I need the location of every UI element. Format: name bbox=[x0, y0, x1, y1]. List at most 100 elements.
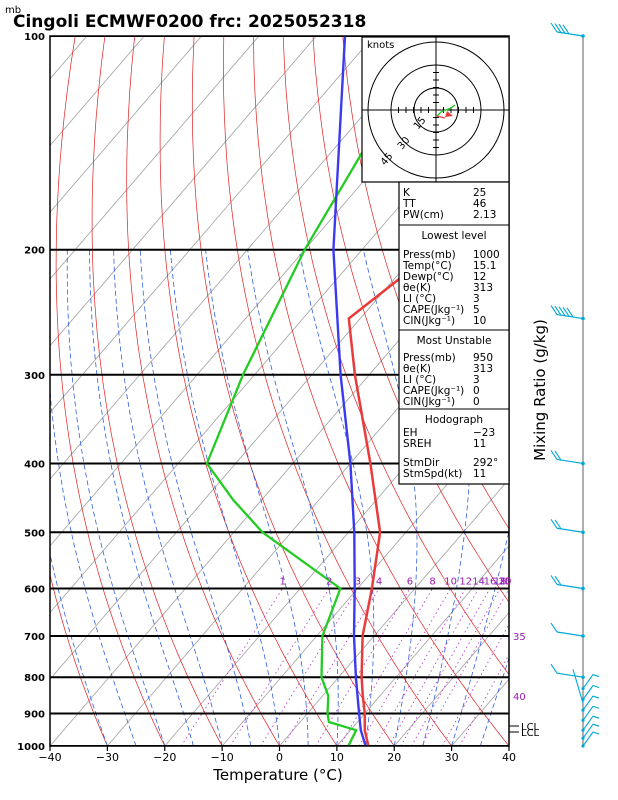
moist-adiabat-line bbox=[298, 249, 375, 746]
index-value: 313 bbox=[473, 363, 493, 375]
index-value: 0 bbox=[473, 396, 480, 408]
moist-adiabat-line bbox=[362, 249, 418, 746]
wind-barb-feather bbox=[554, 575, 562, 586]
moist-adiabat-line bbox=[89, 249, 194, 746]
wind-barb-feather bbox=[592, 695, 600, 699]
mixing-ratio-label: 10 bbox=[444, 576, 457, 587]
index-value: 25 bbox=[473, 187, 486, 199]
index-value: 313 bbox=[473, 282, 493, 294]
hodograph-units: knots bbox=[367, 40, 394, 51]
index-label: SREH bbox=[403, 438, 432, 450]
mixing-ratio-label: 3 bbox=[355, 576, 361, 587]
hodograph-ticks bbox=[398, 72, 474, 148]
index-value: 2.13 bbox=[473, 209, 496, 221]
wind-barb-feather bbox=[592, 723, 600, 727]
wind-barb-feather bbox=[550, 450, 558, 460]
dry-adiabat-line bbox=[50, 573, 108, 746]
index-label: K bbox=[403, 187, 411, 199]
mixing-ratio-label: 6 bbox=[407, 576, 413, 587]
wind-barb-feather bbox=[554, 23, 562, 33]
right-axis-label: Mixing Ratio (g/kg) bbox=[531, 319, 549, 461]
index-label: PW(cm) bbox=[403, 209, 444, 221]
index-label: EH bbox=[403, 427, 418, 439]
wind-barb-feather bbox=[550, 22, 558, 33]
index-value: 11 bbox=[473, 438, 486, 450]
chart-title: Cingoli ECMWF0200 frc: 2025052318 bbox=[13, 12, 366, 32]
index-table: K 25 TT 46 PW(cm) 2.13 Lowest level Press(mb) 10… bbox=[398, 181, 510, 485]
wind-barb bbox=[582, 685, 594, 700]
theta-e-label: 35 bbox=[513, 632, 526, 643]
wind-barb-feather bbox=[566, 307, 574, 318]
wind-barb-feather bbox=[592, 705, 600, 709]
index-label: Press(mb) bbox=[403, 249, 456, 261]
p-tick-label: 600 bbox=[24, 584, 45, 595]
index-value: 46 bbox=[473, 198, 487, 210]
isotherm-line bbox=[393, 611, 509, 746]
index-label: StmSpd(kt) bbox=[403, 468, 462, 480]
wind-barb bbox=[556, 527, 584, 533]
index-label: θe(K) bbox=[403, 363, 431, 375]
isotherm-line bbox=[50, 36, 432, 480]
index-label: LI (°C) bbox=[403, 374, 436, 386]
wind-barb-feather bbox=[554, 519, 562, 530]
mixing-ratio-label: 14 bbox=[472, 576, 485, 587]
wind-barb-feather bbox=[562, 307, 570, 317]
index-value: 10 bbox=[473, 315, 486, 327]
p-tick-label: 1000 bbox=[17, 742, 45, 753]
wind-barb-feather bbox=[550, 622, 558, 633]
dry-adiabat-line bbox=[159, 36, 338, 746]
mixing-ratio-label: 2 bbox=[326, 576, 332, 587]
moist-adiabat-line bbox=[66, 249, 166, 746]
wind-barb-feather bbox=[592, 715, 600, 719]
mixing-ratio-label: 16 bbox=[484, 576, 497, 587]
mixing-ratio-label: 30 bbox=[499, 576, 512, 587]
dry-adiabat-line bbox=[253, 36, 509, 746]
p-tick-label: 200 bbox=[24, 246, 45, 257]
wind-barb bbox=[556, 458, 584, 465]
mixing-ratio-line bbox=[339, 588, 433, 746]
dry-adiabat-line bbox=[610, 36, 618, 746]
wind-barbs bbox=[550, 22, 600, 748]
index-value: 5 bbox=[473, 304, 480, 316]
p-tick-label: 900 bbox=[24, 710, 45, 721]
hodograph-ring-45 bbox=[367, 41, 505, 179]
index-value: 3 bbox=[473, 293, 480, 305]
wind-barb-feather bbox=[550, 575, 558, 585]
wind-barb-feather bbox=[562, 24, 570, 35]
x-tick-label: 0 bbox=[276, 751, 283, 764]
wind-barb-feather bbox=[550, 518, 558, 529]
mixing-ratio-label: 18 bbox=[494, 576, 507, 587]
dry-adiabat-line bbox=[55, 36, 166, 746]
dry-adiabat-line bbox=[551, 36, 618, 746]
index-value: 15.1 bbox=[473, 260, 496, 272]
wind-barb bbox=[582, 723, 594, 739]
index-value: 950 bbox=[473, 352, 493, 364]
mixing-ratio-label: 1 bbox=[280, 576, 286, 587]
moist-adiabat-line bbox=[205, 249, 309, 746]
index-label: TT bbox=[402, 198, 416, 210]
wind-barb bbox=[582, 715, 594, 731]
index-section-header: Most Unstable bbox=[417, 335, 492, 347]
wind-barb bbox=[556, 583, 584, 590]
hodograph: knots 15 30 45 bbox=[361, 36, 510, 183]
mixing-ratio-label: 25 bbox=[499, 576, 512, 587]
p-tick-label: 800 bbox=[24, 673, 45, 684]
dry-adiabat-line bbox=[223, 36, 452, 746]
index-value: 3 bbox=[473, 374, 480, 386]
wind-barb bbox=[556, 631, 584, 637]
wind-barb-feather bbox=[550, 663, 558, 674]
index-label: CAPE(Jkg⁻¹) bbox=[403, 385, 464, 397]
wind-barb bbox=[556, 31, 584, 37]
wind-barb-feather bbox=[554, 305, 562, 316]
index-value: 292° bbox=[473, 457, 498, 469]
wind-barb bbox=[582, 674, 594, 689]
dry-adiabat-line bbox=[91, 36, 223, 746]
x-tick-label: −20 bbox=[153, 751, 176, 764]
isotherm-line bbox=[221, 411, 509, 746]
mixing-ratio-line bbox=[358, 588, 452, 746]
index-value: −23 bbox=[473, 427, 495, 439]
mixing-ratio-label: 20 bbox=[499, 576, 512, 587]
mixing-ratio-line bbox=[374, 588, 467, 746]
x-tick-label: −40 bbox=[38, 751, 61, 764]
